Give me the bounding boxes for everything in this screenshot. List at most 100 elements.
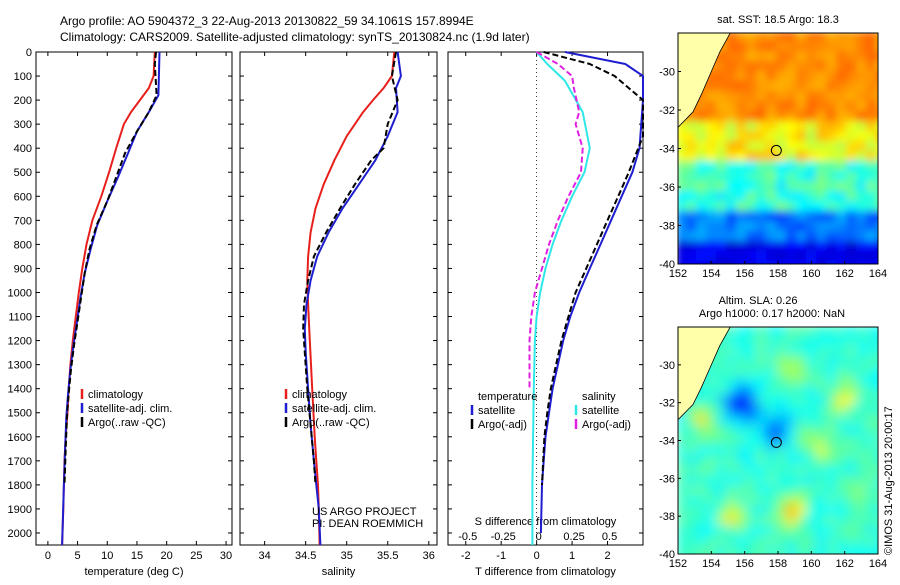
- map-x-tick-label: 156: [735, 558, 753, 570]
- map-cell: [866, 545, 878, 554]
- argo-float-marker: [770, 436, 782, 448]
- y-tick-label: 1600: [8, 432, 32, 444]
- x-tick-label: 20: [161, 550, 173, 562]
- y-tick-label: 700: [14, 215, 32, 227]
- map-cell: [746, 261, 760, 264]
- y-tick-label: 1500: [8, 408, 32, 420]
- map-cell: [846, 545, 860, 554]
- map-cell: [686, 261, 700, 264]
- map-cell: [876, 495, 878, 509]
- map-cell: [756, 545, 770, 554]
- map-cell: [876, 251, 878, 264]
- x-tick-label: 36: [423, 550, 435, 562]
- map-cell: [836, 545, 850, 554]
- map-cell: [686, 271, 700, 285]
- map-cell: [876, 455, 878, 469]
- map-cell: [766, 545, 780, 554]
- map-cell: [836, 261, 850, 264]
- map-cell: [876, 211, 878, 225]
- legend-entry: Argo(..raw -QC): [292, 417, 370, 429]
- y-tick-label: 100: [14, 71, 32, 83]
- panel-difference: T difference from climatology -2 -1 0 1 2 -0.5…: [447, 51, 644, 578]
- y-tick-label: 1100: [8, 312, 32, 324]
- map-cell: [826, 545, 840, 554]
- map-cell: [876, 231, 878, 245]
- map-x-tick-label: 162: [835, 268, 853, 280]
- map-cell: [786, 555, 800, 569]
- map-sst_map: 152 154 156 158 160 162 164 -30 -32 -34 -36 -38 -40 s…: [659, 14, 887, 285]
- map-field: [678, 33, 878, 285]
- map-cell: [866, 261, 878, 264]
- x-tick-label: 34.5: [295, 550, 316, 562]
- map-cell: [876, 151, 878, 165]
- legend-entry: climatology: [292, 389, 348, 401]
- map-cell: [876, 101, 878, 115]
- map-y-tick-label: -40: [659, 259, 675, 271]
- map-cell: [876, 445, 878, 459]
- map-cell: [796, 545, 810, 554]
- map-y-tick-label: -36: [659, 473, 675, 485]
- y-tick-label: 1300: [8, 360, 32, 372]
- y-tick-label: 200: [14, 95, 32, 107]
- legend-entry: satellite-adj. clim.: [88, 403, 172, 415]
- x-tick-label: 10: [101, 550, 113, 562]
- map-x-tick-label: 158: [769, 268, 787, 280]
- map-cell: [856, 545, 870, 554]
- series-line-climatology: [306, 51, 396, 546]
- map-cell: [806, 261, 820, 264]
- map-cell: [876, 191, 878, 205]
- panel-salinity: 34 34.5 35 35.5 36 salinity climatology satelli…: [239, 51, 438, 578]
- credit-line1: US ARGO PROJECT: [312, 506, 417, 518]
- map-cell: [786, 261, 800, 264]
- map-cell: [876, 141, 878, 155]
- secondary-tick-label: -0.25: [491, 531, 516, 543]
- panel-frame: [447, 51, 644, 546]
- secondary-tick-label: 0.5: [602, 531, 617, 543]
- secondary-x-axis-label: S difference from climatology: [475, 516, 617, 528]
- map-cell: [876, 345, 878, 359]
- map-cell: [876, 365, 878, 379]
- map-cell: [876, 161, 878, 175]
- map-y-tick-label: -34: [659, 144, 675, 156]
- map-cell: [876, 375, 878, 389]
- series-line-argo_temp: [541, 51, 644, 485]
- map-x-tick-label: 164: [869, 558, 887, 570]
- map-cell: [876, 515, 878, 529]
- legend-salinity-title: salinity: [582, 391, 616, 403]
- map-cell: [786, 271, 800, 285]
- map-cell: [876, 435, 878, 449]
- map-cell: [876, 505, 878, 519]
- map-cell: [876, 535, 878, 549]
- map-cell: [686, 555, 700, 569]
- map-cell: [876, 415, 878, 429]
- argo-float-marker: [770, 144, 782, 156]
- map-cell: [876, 111, 878, 125]
- legend-entry: Argo(-adj): [582, 419, 631, 431]
- series-line-sat_sal: [531, 51, 591, 545]
- secondary-tick-label: 0.25: [563, 531, 584, 543]
- legend-entry: Argo(-adj): [478, 419, 527, 431]
- x-tick-label: 0: [45, 550, 51, 562]
- map-y-tick-label: -38: [659, 511, 675, 523]
- y-tick-label: 800: [14, 239, 32, 251]
- x-axis-label: salinity: [322, 566, 356, 578]
- panel-frame: [35, 51, 233, 546]
- panels-layer: 0 5 10 15 20 25 300100200300400500600700800900…: [8, 47, 644, 578]
- map-x-tick-label: 154: [702, 268, 720, 280]
- x-tick-label: 15: [131, 550, 143, 562]
- map-cell: [876, 327, 878, 339]
- legend-entry: climatology: [88, 389, 144, 401]
- map-cell: [876, 261, 878, 264]
- map-cell: [816, 261, 830, 264]
- map-cell: [876, 71, 878, 85]
- secondary-tick-label: 0: [536, 531, 542, 543]
- map-cell: [876, 355, 878, 369]
- map-field: [678, 327, 878, 569]
- map-title: sat. SST: 18.5 Argo: 18.3: [717, 14, 839, 26]
- map-cell: [726, 261, 740, 264]
- x-tick-label: -2: [461, 550, 471, 562]
- map-y-tick-label: -34: [659, 436, 675, 448]
- series-line-satellite: [61, 51, 161, 546]
- maps-layer: 152 154 156 158 160 162 164 -30 -32 -34 -36 -38 -40 s…: [659, 14, 887, 570]
